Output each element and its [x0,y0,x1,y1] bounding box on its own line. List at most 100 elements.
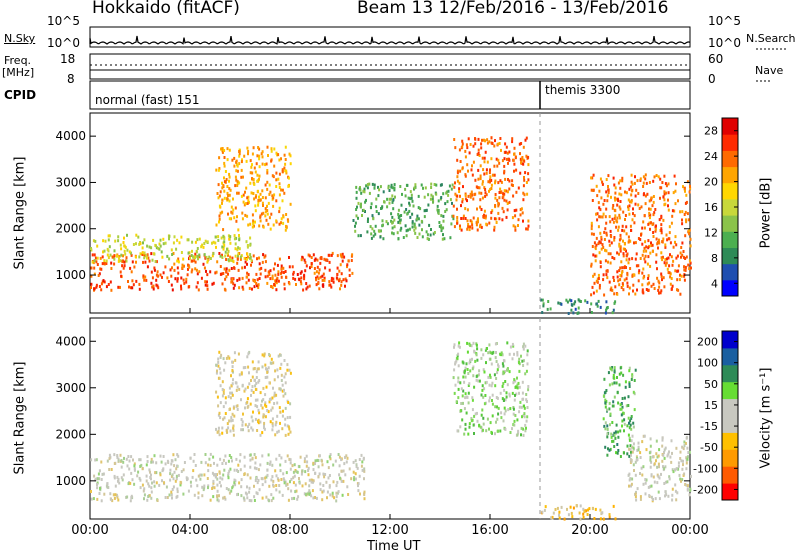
velocity-cell [632,446,635,450]
power-cell [340,280,343,284]
velocity-cell [473,432,475,435]
power-cell [689,244,692,248]
power-cell [667,198,669,202]
velocity-cell [657,454,660,458]
velocity-cell [272,361,275,365]
power-cell [605,249,608,253]
velocity-cell [139,478,142,482]
power-cell [257,286,260,289]
power-cell [256,173,259,177]
velocity-cell [508,394,511,398]
power-cell [255,162,258,166]
velocity-cell [238,459,241,463]
power-cell [399,218,402,222]
velocity-cell [466,341,469,345]
power-cell [233,216,236,220]
power-cell [657,246,659,250]
power-cell [375,197,378,201]
power-cell [348,274,351,277]
velocity-cell [296,470,299,474]
velocity-cell [666,454,669,458]
power-cell [104,239,107,243]
velocity-cell [494,356,497,360]
velocity-cell [268,381,271,385]
power-cell [617,199,620,203]
power-cell [584,299,587,303]
velocity-cell [685,461,688,465]
power-cell [627,240,630,244]
velocity-cell [522,347,525,351]
power-cell [591,245,594,248]
power-cell [619,200,622,203]
power-cell [486,160,489,164]
velocity-cell [227,471,230,475]
velocity-cell [217,357,220,361]
power-cell [205,255,208,259]
velocity-cell [96,483,98,486]
power-cell [657,238,660,242]
power-cell [494,181,496,185]
velocity-cell [269,397,272,401]
power-cell [135,242,137,246]
velocity-cell [223,416,226,420]
velocity-cell [634,492,637,496]
velocity-cell [138,476,141,480]
velocity-cell [675,467,678,471]
power-cell [119,243,122,247]
power-cell [413,228,416,232]
velocity-cell [171,488,174,491]
power-cell [269,190,272,194]
velocity-cell [278,406,281,410]
velocity-cell [108,457,111,461]
velocity-cell [284,423,287,427]
power-cell [605,221,608,225]
power-cell [222,247,225,251]
power-cell [267,201,270,205]
velocity-cell [642,465,645,469]
power-cell [617,181,620,185]
velocity-cell [346,485,349,489]
velocity-cell [668,475,671,479]
power-cell [591,199,594,202]
power-cell [410,193,413,197]
velocity-cell [231,412,234,416]
velocity-cell [485,361,487,365]
velocity-cell [336,491,339,495]
velocity-cell [328,474,331,477]
power-cell [461,145,464,149]
power-cell [614,209,617,213]
power-cell [641,271,644,275]
power-cell [218,252,221,255]
velocity-cell [519,400,522,404]
velocity-cell [322,484,325,487]
velocity-cell [671,498,674,502]
power-cell [641,226,644,230]
velocity-cell [142,489,145,493]
power-cell [391,186,394,190]
velocity-cell [253,367,256,370]
velocity-cell [218,471,221,475]
power-cell [468,228,471,232]
power-cell [235,219,238,223]
power-cell [480,146,483,150]
power-cell [265,162,268,166]
velocity-cell [234,381,237,385]
velocity-cell [260,403,263,407]
power-cell [577,306,580,310]
power-cell [650,241,652,245]
power-cell [416,236,419,239]
power-cell [254,220,256,224]
velocity-cell [670,460,673,464]
power-cell [252,192,255,195]
power-cell [249,222,252,226]
power-cell [610,195,612,199]
velocity-cell [227,395,230,399]
power-cell [241,158,243,162]
power-cell [462,185,464,189]
power-cell [244,202,247,206]
velocity-cell [264,393,267,397]
power-cell [442,214,445,218]
velocity-cell [247,404,250,408]
power-cell [475,221,478,225]
power-cell [665,184,668,188]
